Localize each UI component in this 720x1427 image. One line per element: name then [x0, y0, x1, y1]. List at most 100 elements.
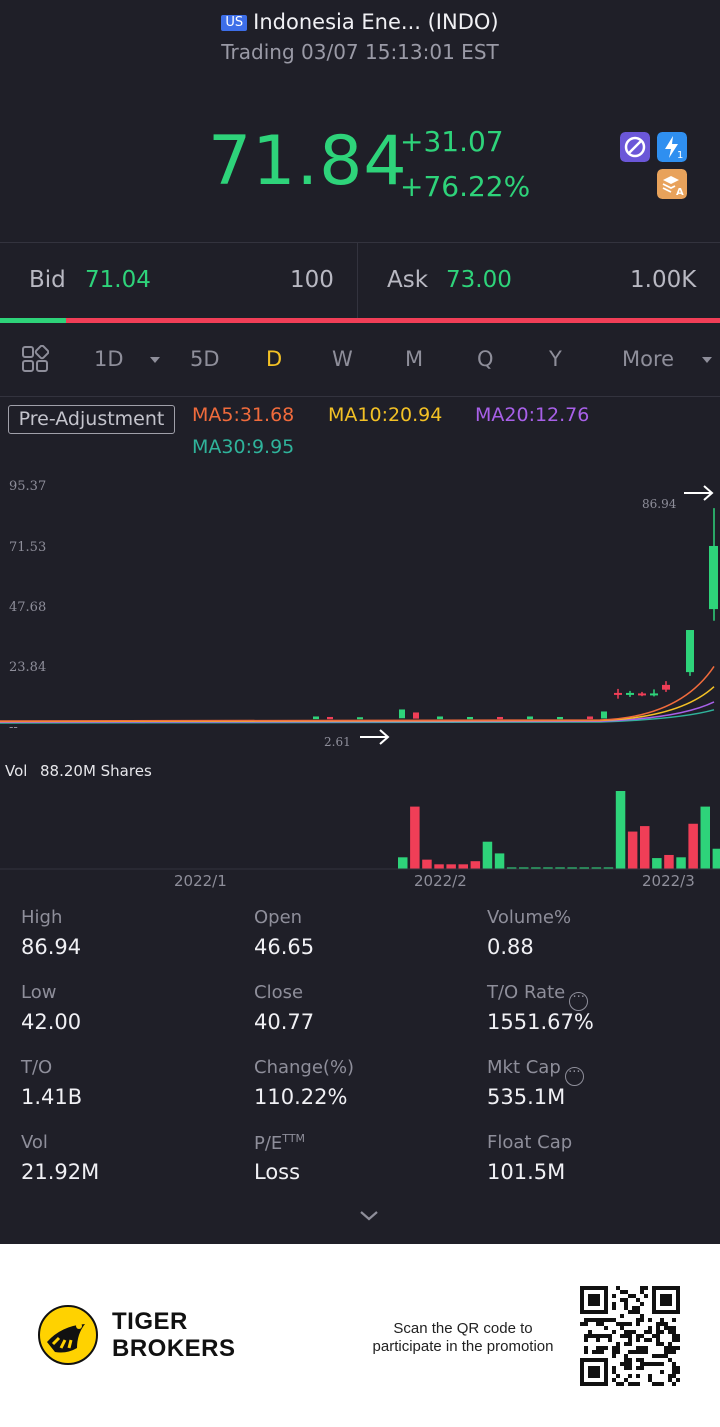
ask-price: 73.00 — [446, 267, 512, 293]
candle — [587, 716, 593, 720]
qr-module — [632, 1294, 636, 1298]
x-tick: 2022/1 — [174, 872, 227, 890]
qr-module — [636, 1358, 640, 1362]
qr-module — [636, 1298, 640, 1302]
candle — [709, 545, 718, 610]
qr-module — [624, 1302, 628, 1306]
qr-module — [588, 1330, 592, 1334]
volume-bar — [591, 867, 602, 869]
tab-month[interactable]: M — [405, 347, 424, 371]
candle — [437, 716, 443, 720]
stock-name: Indonesia Ene... (INDO) — [253, 10, 499, 34]
tab-week[interactable]: W — [332, 347, 353, 371]
quote-header: US Indonesia Ene... (INDO) Trading 03/07 … — [0, 0, 720, 242]
volume-bar — [664, 854, 674, 869]
qr-module — [624, 1290, 628, 1294]
dropdown-arrow-icon[interactable] — [149, 355, 161, 365]
header-divider — [0, 242, 720, 243]
qr-module — [660, 1342, 664, 1346]
high-marker-label: 86.94 — [642, 497, 677, 511]
qr-module — [596, 1318, 600, 1322]
volume-bar — [470, 861, 481, 869]
qr-module — [656, 1354, 660, 1358]
qr-module — [648, 1374, 652, 1378]
candle — [638, 693, 646, 696]
y-tick: 23.84 — [9, 660, 47, 675]
stat-volume: Vol 21.92M — [21, 1132, 100, 1184]
stat-market-cap: Mkt Cap ··· 535.1M — [487, 1057, 717, 1109]
qr-module — [620, 1362, 624, 1366]
more-dropdown-icon[interactable] — [701, 355, 713, 365]
lightning-icon[interactable]: 1 — [657, 132, 687, 162]
candle — [413, 712, 419, 719]
volume-chart[interactable] — [0, 785, 720, 871]
candle — [686, 630, 694, 673]
svg-text:1: 1 — [677, 150, 683, 161]
qr-module — [656, 1362, 660, 1366]
qr-module — [612, 1366, 616, 1370]
market-badge: US — [221, 15, 248, 31]
qr-module — [624, 1334, 628, 1338]
tab-5d[interactable]: 5D — [190, 347, 220, 371]
qr-module — [612, 1294, 616, 1298]
qr-module — [672, 1370, 676, 1374]
tab-1d[interactable]: 1D — [94, 347, 124, 371]
qr-module — [624, 1354, 628, 1358]
qr-module — [608, 1318, 612, 1322]
tab-day[interactable]: D — [266, 347, 283, 371]
volume-bar — [615, 791, 626, 869]
qr-module — [676, 1370, 680, 1374]
pre-adjustment-button[interactable]: Pre-Adjustment — [8, 405, 175, 434]
qr-module — [600, 1334, 604, 1338]
qr-module — [668, 1342, 672, 1346]
qr-module — [644, 1286, 648, 1290]
recent-candles — [614, 508, 718, 699]
qr-module — [644, 1350, 648, 1354]
no-shorting-icon[interactable] — [620, 132, 650, 162]
qr-module — [616, 1322, 620, 1326]
qr-module — [628, 1334, 632, 1338]
qr-module — [636, 1346, 640, 1350]
volume-bar — [555, 867, 565, 869]
qr-module — [640, 1362, 644, 1366]
tab-year[interactable]: Y — [549, 347, 562, 371]
tab-more[interactable]: More — [622, 347, 675, 371]
qr-module — [600, 1346, 604, 1350]
qr-module — [636, 1338, 640, 1342]
volume-bar — [652, 858, 662, 869]
qr-module — [612, 1346, 616, 1350]
more-info-icon[interactable]: ··· — [569, 991, 589, 1011]
qr-module — [656, 1342, 660, 1346]
qr-module — [640, 1358, 644, 1362]
qr-module — [620, 1314, 624, 1318]
promo-text: Scan the QR code to participate in the p… — [372, 1320, 554, 1355]
volume-bar — [579, 867, 589, 869]
qr-module — [628, 1350, 632, 1354]
qr-module — [588, 1334, 592, 1338]
qr-module — [668, 1374, 672, 1378]
qr-module — [624, 1358, 628, 1362]
y-tick: 71.53 — [9, 540, 47, 555]
stat-turnover-rate: T/O Rate ··· 1551.67% — [487, 982, 594, 1034]
qr-module — [636, 1382, 640, 1386]
qr-module — [628, 1342, 632, 1346]
candle — [497, 716, 503, 720]
more-info-icon[interactable]: ··· — [564, 1066, 584, 1086]
ask-size: 1.00K — [630, 267, 697, 293]
qr-module — [640, 1314, 644, 1318]
moving-average-lines — [0, 666, 715, 724]
expand-chevron-icon[interactable] — [358, 1208, 380, 1224]
qr-finder-core — [588, 1366, 600, 1378]
volume-bar — [458, 864, 468, 869]
layout-grid-icon[interactable] — [21, 345, 49, 373]
qr-module — [624, 1330, 628, 1334]
qr-module — [628, 1310, 632, 1314]
stack-a-icon[interactable]: A — [657, 169, 687, 199]
ma10-value: MA10:20.94 — [328, 404, 443, 426]
qr-module — [676, 1338, 680, 1342]
qr-code[interactable] — [580, 1286, 680, 1386]
tab-quarter[interactable]: Q — [477, 347, 494, 371]
stat-low: Low 42.00 — [21, 982, 82, 1034]
qr-module — [652, 1334, 656, 1338]
candlestick-chart[interactable] — [0, 460, 720, 760]
